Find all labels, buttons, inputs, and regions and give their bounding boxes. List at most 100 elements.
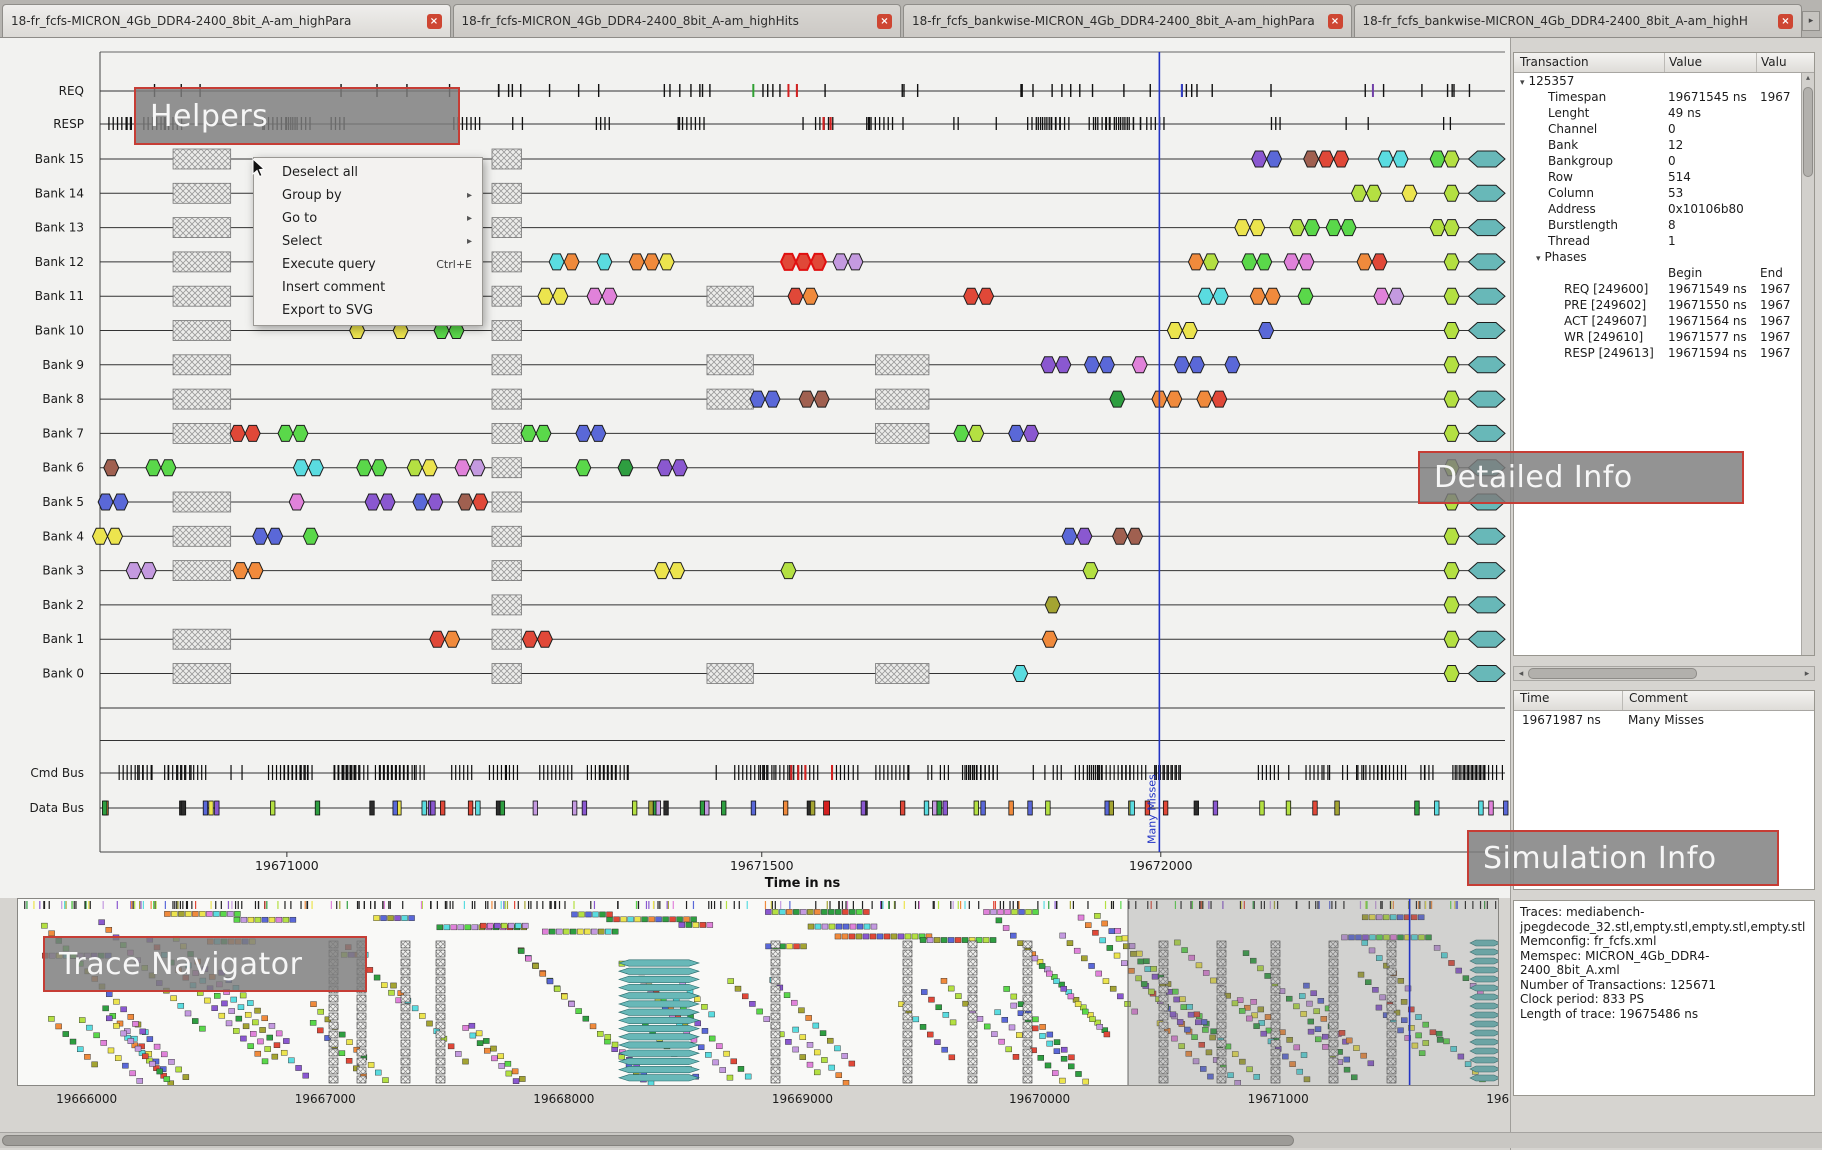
submenu-arrow-icon: ▸ bbox=[466, 213, 472, 224]
inspector-row-bankgroup[interactable]: Bankgroup 0 bbox=[1548, 154, 1676, 168]
sim-info-line: Memspec: MICRON_4Gb_DDR4-2400_8bit_A.xml bbox=[1520, 948, 1710, 978]
inspector-column-value[interactable]: Value bbox=[1664, 53, 1756, 72]
inspector-row-phase-wr-249610-[interactable]: WR [249610] 19671577 ns 1967 bbox=[1564, 330, 1791, 344]
inspector-row-timespan[interactable]: Timespan 19671545 ns 1967 bbox=[1548, 90, 1791, 104]
context-menu: Deselect all Group by ▸ Go to ▸ Select ▸ Execut… bbox=[253, 157, 483, 326]
svg-text:Cmd Bus: Cmd Bus bbox=[30, 766, 84, 780]
scrollbar-thumb[interactable] bbox=[1803, 87, 1813, 177]
row-marks-bank-15 bbox=[172, 148, 1506, 170]
inspector-row-lenght[interactable]: Lenght 49 ns bbox=[1548, 106, 1701, 120]
tab-close-icon[interactable]: × bbox=[1778, 13, 1793, 29]
tab-18-fr-fcfs-bankwise-micron-4gb-ddr4-2400[interactable]: 18-fr_fcfs_bankwise-MICRON_4Gb_DDR4-2400… bbox=[903, 4, 1352, 37]
menu-item-export-to-svg[interactable]: Export to SVG bbox=[282, 303, 374, 318]
row-marks-bank-9 bbox=[172, 354, 1506, 376]
simulation-info-callout: Simulation Info bbox=[1467, 830, 1779, 886]
sim-info-line: Length of trace: 19675486 ns bbox=[1520, 1006, 1699, 1021]
inspector-row-phase-act-249607-[interactable]: ACT [249607] 19671564 ns 1967 bbox=[1564, 314, 1791, 328]
data-bus-marks bbox=[102, 800, 1509, 816]
tab-close-icon[interactable]: × bbox=[426, 13, 442, 29]
tab-title: 18-fr_fcfs_bankwise-MICRON_4Gb_DDR4-2400… bbox=[1362, 14, 1748, 28]
row-marks-bank-7 bbox=[172, 422, 1506, 444]
scroll-right-icon[interactable]: ▸ bbox=[1804, 668, 1810, 679]
row-marks-bank-12 bbox=[172, 251, 1506, 273]
scroll-up-icon[interactable]: ▴ bbox=[1805, 73, 1810, 82]
tab-scroll-button[interactable]: ▸ bbox=[1802, 11, 1820, 31]
tab-close-icon[interactable]: × bbox=[1327, 13, 1343, 29]
inspector-row-bank[interactable]: Bank 12 bbox=[1548, 138, 1684, 152]
comments-body: 19671987 ns Many Misses bbox=[1514, 711, 1814, 728]
menu-item-execute-query[interactable]: Execute query Ctrl+E bbox=[282, 257, 472, 272]
tab-close-icon[interactable]: × bbox=[877, 13, 892, 29]
comments-column-comment[interactable]: Comment bbox=[1622, 691, 1814, 710]
row-marks-bank-13 bbox=[172, 217, 1506, 239]
navigator-axis-tick: 19670000 bbox=[1009, 1092, 1071, 1106]
row-marks-bank-6 bbox=[103, 457, 1506, 479]
simulation-info-panel: Traces: mediabench-jpegdecode_32.stl,emp… bbox=[1513, 900, 1815, 1096]
row-marks-bank-1 bbox=[172, 628, 1506, 650]
expander-icon[interactable]: ▾ bbox=[1536, 254, 1541, 264]
menu-item-insert-comment[interactable]: Insert comment bbox=[282, 280, 386, 295]
inspector-row-phase-resp-249613-[interactable]: RESP [249613] 19671594 ns 1967 bbox=[1564, 346, 1791, 360]
comment-row[interactable]: 19671987 ns Many Misses bbox=[1522, 712, 1705, 727]
scrollbar-track[interactable] bbox=[1528, 667, 1800, 680]
svg-text:Bank 14: Bank 14 bbox=[35, 186, 84, 200]
right-panel: Transaction Value Valu ▾ 125357 Timespan 19… bbox=[1510, 38, 1822, 1150]
navigator-axis-tick: 19668000 bbox=[533, 1092, 595, 1106]
svg-text:Bank 9: Bank 9 bbox=[42, 358, 84, 372]
inspector-row-phase-req-249600-[interactable]: REQ [249600] 19671549 ns 1967 bbox=[1564, 282, 1791, 296]
inspector-horizontal-scrollbar[interactable]: ◂ ▸ bbox=[1513, 666, 1815, 681]
inspector-row-row[interactable]: Row 514 bbox=[1548, 170, 1691, 184]
mouse-cursor-icon bbox=[252, 157, 266, 182]
menu-item-group-by[interactable]: Group by ▸ bbox=[282, 188, 472, 203]
svg-text:Bank 2: Bank 2 bbox=[42, 598, 84, 612]
row-marks-bank-2 bbox=[491, 594, 1506, 616]
scrollbar-thumb[interactable] bbox=[2, 1135, 1294, 1146]
inspector-row-phase-columns[interactable]: Begin End bbox=[1668, 266, 1783, 280]
svg-text:RESP: RESP bbox=[53, 117, 84, 131]
navigator-axis-tick: 19667000 bbox=[294, 1092, 356, 1106]
tab-18-fr-fcfs-micron-4gb-ddr4-2400-8bit-a-a[interactable]: 18-fr_fcfs-MICRON_4Gb_DDR4-2400_8bit_A-a… bbox=[2, 4, 451, 37]
inspector-column-transaction[interactable]: Transaction bbox=[1520, 55, 1589, 69]
time-axis: 19671000 19671500 19672000 Time in ns bbox=[255, 852, 1193, 891]
svg-text:19672000: 19672000 bbox=[1129, 858, 1193, 873]
navigator-selection-region bbox=[1127, 899, 1498, 1085]
svg-text:Bank 12: Bank 12 bbox=[35, 255, 84, 269]
row-marks-bank-11 bbox=[172, 285, 1506, 307]
expander-icon[interactable]: ▾ bbox=[1520, 78, 1525, 88]
inspector-row-phase-pre-249602-[interactable]: PRE [249602] 19671550 ns 1967 bbox=[1564, 298, 1791, 312]
scrollbar-thumb[interactable] bbox=[1528, 668, 1697, 679]
menu-item-select[interactable]: Select ▸ bbox=[282, 234, 472, 249]
cursor-comment-label: Many Misses bbox=[1145, 774, 1158, 844]
svg-text:Bank 0: Bank 0 bbox=[42, 667, 84, 681]
sim-info-line: Clock period: 833 PS bbox=[1520, 992, 1645, 1006]
inspector-row-address[interactable]: Address 0x10106b80 bbox=[1548, 202, 1744, 216]
inspector-column-value2[interactable]: Valu bbox=[1756, 53, 1814, 72]
inspector-row-burstlength[interactable]: Burstlength 8 bbox=[1548, 218, 1676, 232]
inspector-row-thread[interactable]: Thread 1 bbox=[1548, 234, 1676, 248]
inspector-row-channel[interactable]: Channel 0 bbox=[1548, 122, 1676, 136]
transaction-inspector: Transaction Value Valu ▾ 125357 Timespan 19… bbox=[1513, 52, 1815, 656]
cmd-bus-ticks bbox=[118, 765, 1504, 780]
svg-text:Bank 10: Bank 10 bbox=[35, 324, 84, 338]
inspector-row-column[interactable]: Column 53 bbox=[1548, 186, 1684, 200]
comments-header: Time Comment bbox=[1514, 691, 1814, 711]
svg-text:Bank 3: Bank 3 bbox=[42, 564, 84, 578]
menu-item-go-to[interactable]: Go to ▸ bbox=[282, 211, 472, 226]
sim-info-line: Memconfig: fr_fcfs.xml bbox=[1520, 934, 1657, 948]
trace-navigator-minimap[interactable] bbox=[17, 898, 1499, 1086]
navigator-axis-tick: 19666000 bbox=[56, 1092, 118, 1106]
inspector-row-transaction[interactable]: ▾ 125357 bbox=[1520, 74, 1575, 88]
main-horizontal-scrollbar[interactable] bbox=[0, 1132, 1822, 1148]
inspector-vertical-scrollbar[interactable]: ▴ bbox=[1801, 73, 1814, 655]
inspector-row-phases[interactable]: ▾ Phases bbox=[1536, 250, 1587, 264]
menu-item-deselect-all[interactable]: Deselect all bbox=[282, 165, 358, 180]
tab-18-fr-fcfs-bankwise-micron-4gb-ddr4-2400[interactable]: 18-fr_fcfs_bankwise-MICRON_4Gb_DDR4-2400… bbox=[1353, 4, 1802, 37]
comments-column-time[interactable]: Time bbox=[1520, 691, 1550, 705]
svg-text:Data Bus: Data Bus bbox=[29, 801, 84, 815]
navigator-axis-tick: 19671000 bbox=[1247, 1092, 1309, 1106]
tab-18-fr-fcfs-micron-4gb-ddr4-2400-8bit-a-a[interactable]: 18-fr_fcfs-MICRON_4Gb_DDR4-2400_8bit_A-a… bbox=[452, 4, 901, 37]
scroll-left-icon[interactable]: ◂ bbox=[1518, 668, 1524, 679]
timeline-chart[interactable]: REQ RESP Bank 15 Bank 14 Bank 13 Bank 12 Bank … bbox=[0, 38, 1510, 898]
row-marks-bank-4 bbox=[91, 525, 1506, 547]
